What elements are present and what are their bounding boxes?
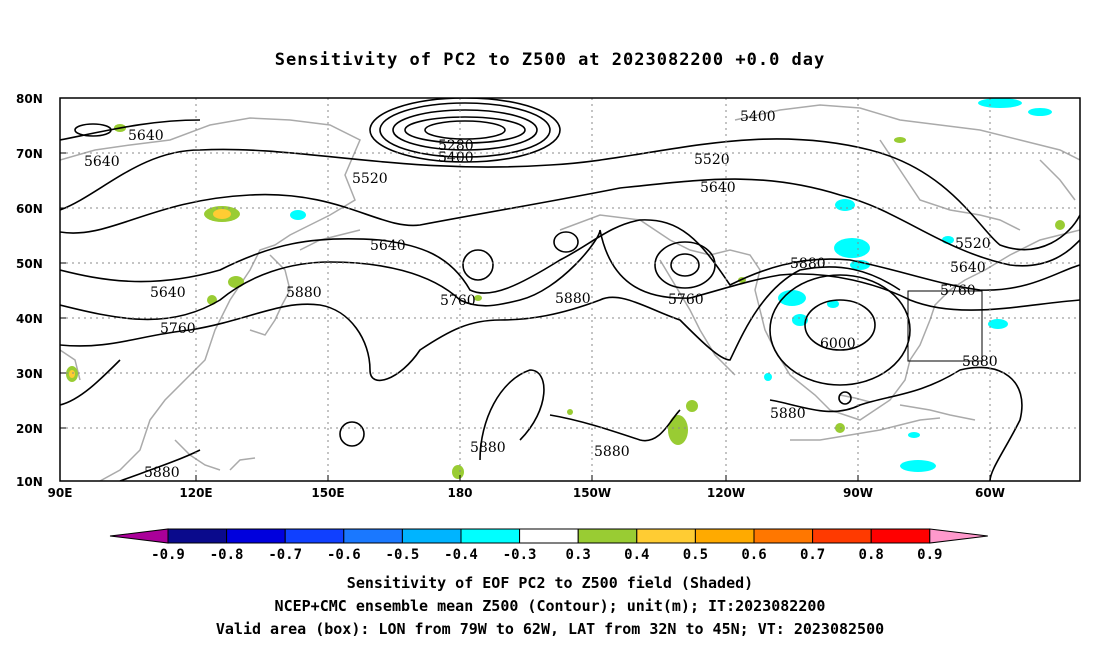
lon-label: 90E — [48, 486, 73, 500]
contour-label: 5760 — [668, 292, 704, 308]
valid-area-box — [907, 290, 983, 362]
contour-label: 5880 — [144, 465, 180, 481]
lon-label: 150W — [573, 486, 611, 500]
contour-label: 5640 — [700, 180, 736, 196]
colorbar-cell — [460, 528, 521, 544]
contour-label: 5520 — [955, 236, 991, 252]
lat-label: 30N — [16, 367, 43, 381]
z500-contours — [60, 98, 1080, 481]
contour-label: 5520 — [694, 152, 730, 168]
colorbar — [109, 528, 988, 544]
contour-label: 5760 — [440, 293, 476, 309]
axis-ticks — [60, 97, 991, 482]
lon-label: 180 — [447, 486, 472, 500]
lon-label: 120W — [707, 486, 745, 500]
colorbar-cell — [343, 528, 403, 544]
contour-label: 6000 — [820, 336, 856, 352]
contour-label: 5760 — [160, 321, 196, 337]
colorbar-tick-label: -0.5 — [386, 547, 420, 563]
caption-line-3: Valid area (box): LON from 79W to 62W, L… — [215, 620, 885, 638]
colorbar-cell — [284, 528, 345, 544]
colorbar-cell — [577, 528, 638, 544]
lat-label: 40N — [16, 312, 43, 326]
contour-label: 5640 — [150, 285, 186, 301]
colorbar-tick-label: 0.6 — [741, 547, 766, 563]
lat-label: 20N — [16, 422, 43, 436]
contour-label: 5880 — [470, 440, 506, 456]
colorbar-cell — [636, 528, 696, 544]
colorbar-tick-label: -0.4 — [444, 547, 478, 563]
chart-title: Sensitivity of PC2 to Z500 at 2023082200… — [274, 50, 826, 70]
lat-label: 70N — [16, 147, 43, 161]
colorbar-tick-label: 0.9 — [917, 547, 942, 563]
longitude-labels: 90E 120E 150E 180 150W 120W 90W 60W — [48, 486, 1005, 500]
lon-label: 150E — [311, 486, 344, 500]
contour-label: 5280 — [438, 138, 474, 154]
colorbar-labels: -0.9 -0.8 -0.7 -0.6 -0.5 -0.4 -0.3 0.3 0.4 0.5 0.6… — [151, 547, 942, 563]
colorbar-cell — [812, 528, 872, 544]
colorbar-tick-label: 0.7 — [800, 547, 825, 563]
contour-label: 5880 — [770, 406, 806, 422]
lat-label: 50N — [16, 257, 43, 271]
coastlines — [60, 104, 1080, 481]
contour-label: 5640 — [84, 154, 120, 170]
colorbar-cell — [929, 528, 988, 544]
lat-label: 10N — [16, 475, 43, 489]
lat-label: 80N — [16, 92, 43, 106]
colorbar-tick-label: -0.9 — [151, 547, 185, 563]
contour-label: 5640 — [370, 238, 406, 254]
lon-label: 60W — [975, 486, 1005, 500]
contour-label: 5400 — [740, 109, 776, 125]
colorbar-tick-label: 0.3 — [566, 547, 591, 563]
contour-label: 5880 — [555, 291, 591, 307]
colorbar-tick-label: -0.8 — [210, 547, 244, 563]
colorbar-tick-label: 0.5 — [683, 547, 708, 563]
colorbar-cell — [401, 528, 462, 544]
caption-line-2: NCEP+CMC ensemble mean Z500 (Contour); u… — [274, 597, 826, 615]
contour-labels: 5640 5640 5280 5400 5400 5520 5520 5640 … — [84, 109, 998, 481]
colorbar-cell — [694, 528, 755, 544]
colorbar-cell — [109, 528, 169, 544]
contour-label: 5640 — [950, 260, 986, 276]
contour-label: 5400 — [438, 150, 474, 166]
colorbar-tick-label: 0.8 — [859, 547, 884, 563]
contour-label: 5880 — [790, 256, 826, 272]
colorbar-cell — [167, 528, 228, 544]
colorbar-tick-label: -0.7 — [268, 547, 302, 563]
caption-line-1: Sensitivity of EOF PC2 to Z500 field (Sh… — [346, 574, 754, 592]
contour-label: 5880 — [594, 444, 630, 460]
map-frame — [59, 97, 1081, 482]
lat-label: 60N — [16, 202, 43, 216]
colorbar-cell — [870, 528, 931, 544]
contour-label: 5880 — [962, 354, 998, 370]
colorbar-cell — [753, 528, 814, 544]
colorbar-tick-label: 0.4 — [624, 547, 649, 563]
map-background — [60, 98, 1080, 481]
colorbar-cell — [519, 528, 579, 544]
contour-label: 5880 — [286, 285, 322, 301]
grid-lines — [60, 98, 1080, 481]
colorbar-tick-label: -0.3 — [503, 547, 537, 563]
contour-label: 5640 — [128, 128, 164, 144]
lon-label: 90W — [843, 486, 873, 500]
latitude-labels: 80N 70N 60N 50N 40N 30N 20N 10N — [16, 92, 43, 489]
colorbar-tick-label: -0.6 — [327, 547, 361, 563]
lon-label: 120E — [179, 486, 212, 500]
contour-label: 5760 — [940, 283, 976, 299]
contour-label: 5520 — [352, 171, 388, 187]
colorbar-cell — [226, 528, 286, 544]
